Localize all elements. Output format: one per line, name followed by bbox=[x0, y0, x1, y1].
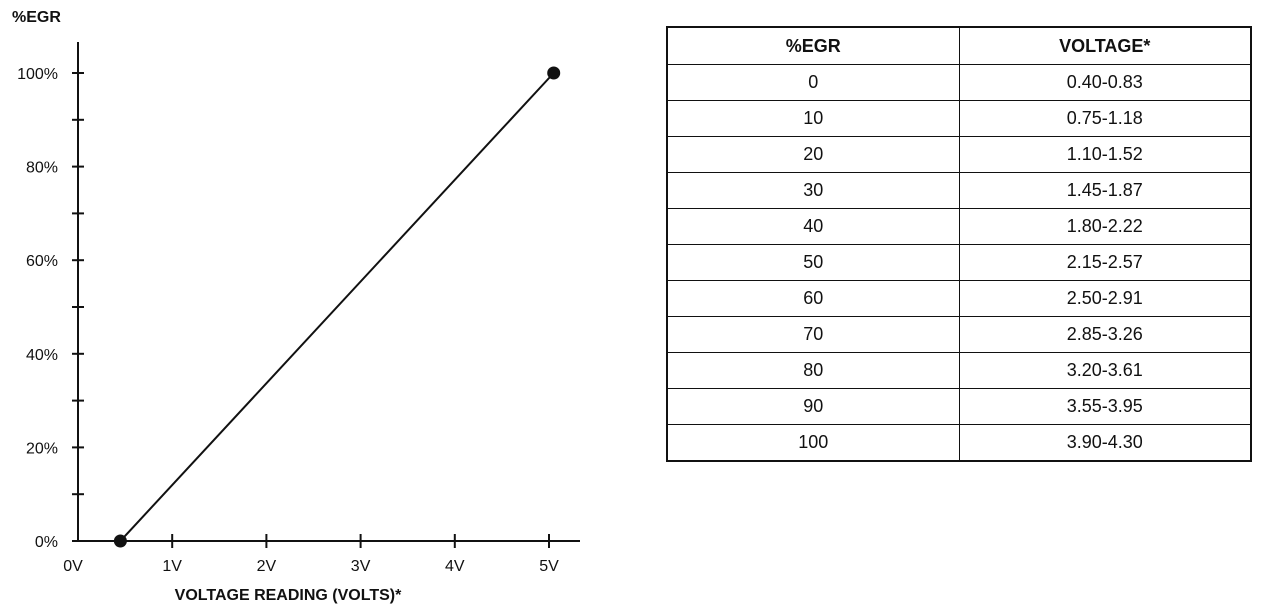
table-row: 40 1.80-2.22 bbox=[666, 208, 1252, 245]
table-row: 80 3.20-3.61 bbox=[666, 352, 1252, 389]
data-point bbox=[547, 66, 561, 80]
cell-voltage: 2.15-2.57 bbox=[958, 244, 1252, 281]
data-point bbox=[113, 534, 127, 548]
x-tick-label: 4V bbox=[445, 558, 465, 575]
cell-voltage: 3.55-3.95 bbox=[958, 388, 1252, 425]
table-row: 20 1.10-1.52 bbox=[666, 136, 1252, 173]
x-tick-label: 2V bbox=[257, 558, 277, 575]
cell-voltage: 1.10-1.52 bbox=[958, 136, 1252, 173]
table-row: 0 0.40-0.83 bbox=[666, 64, 1252, 101]
cell-egr: 70 bbox=[666, 316, 960, 353]
cell-voltage: 1.80-2.22 bbox=[958, 208, 1252, 245]
cell-voltage: 0.40-0.83 bbox=[958, 64, 1252, 101]
table-row: 10 0.75-1.18 bbox=[666, 100, 1252, 137]
table-header-row: %EGR VOLTAGE* bbox=[666, 26, 1252, 65]
x-tick-label: 1V bbox=[162, 558, 182, 575]
cell-voltage: 2.50-2.91 bbox=[958, 280, 1252, 317]
egr-chart: %EGR 0% 20% 40% 60% 80% 100% 0V 1V 2V 3V 4V 5V VOL… bbox=[12, 9, 580, 604]
table-row: 90 3.55-3.95 bbox=[666, 388, 1252, 425]
cell-egr: 40 bbox=[666, 208, 960, 245]
table-row: 70 2.85-3.26 bbox=[666, 316, 1252, 353]
cell-egr: 60 bbox=[666, 280, 960, 317]
y-tick-group: 0% 20% 40% 60% 80% 100% bbox=[17, 66, 84, 551]
table-body: 0 0.40-0.83 10 0.75-1.18 20 1.10-1.52 30 1.45-1… bbox=[666, 64, 1252, 462]
cell-egr: 50 bbox=[666, 244, 960, 281]
table-row: 30 1.45-1.87 bbox=[666, 172, 1252, 209]
cell-egr: 100 bbox=[666, 424, 960, 462]
cell-voltage: 0.75-1.18 bbox=[958, 100, 1252, 137]
cell-voltage: 1.45-1.87 bbox=[958, 172, 1252, 209]
y-tick-label: 40% bbox=[26, 347, 58, 364]
y-tick-label: 100% bbox=[17, 66, 58, 83]
cell-voltage: 2.85-3.26 bbox=[958, 316, 1252, 353]
series-group bbox=[113, 66, 561, 548]
y-axis-title: %EGR bbox=[12, 9, 61, 26]
x-tick-label: 3V bbox=[351, 558, 371, 575]
table-row: 60 2.50-2.91 bbox=[666, 280, 1252, 317]
cell-egr: 0 bbox=[666, 64, 960, 101]
y-tick-label: 80% bbox=[26, 160, 58, 177]
cell-egr: 80 bbox=[666, 352, 960, 389]
series-line bbox=[119, 72, 555, 542]
header-voltage: VOLTAGE* bbox=[958, 26, 1252, 65]
x-tick-label: 5V bbox=[539, 558, 559, 575]
table-row: 50 2.15-2.57 bbox=[666, 244, 1252, 281]
y-tick-label: 0% bbox=[35, 534, 58, 551]
egr-voltage-table: %EGR VOLTAGE* 0 0.40-0.83 10 0.75-1.18 20 1.1… bbox=[666, 26, 1252, 462]
cell-egr: 90 bbox=[666, 388, 960, 425]
cell-egr: 20 bbox=[666, 136, 960, 173]
x-axis-title: VOLTAGE READING (VOLTS)* bbox=[175, 587, 402, 604]
cell-voltage: 3.20-3.61 bbox=[958, 352, 1252, 389]
cell-voltage: 3.90-4.30 bbox=[958, 424, 1252, 462]
table-row: 100 3.90-4.30 bbox=[666, 424, 1252, 462]
header-egr: %EGR bbox=[666, 26, 960, 65]
cell-egr: 10 bbox=[666, 100, 960, 137]
y-tick-label: 20% bbox=[26, 440, 58, 457]
x-tick-label: 0V bbox=[63, 558, 83, 575]
y-tick-label: 60% bbox=[26, 253, 58, 270]
cell-egr: 30 bbox=[666, 172, 960, 209]
x-tick-group: 0V 1V 2V 3V 4V 5V bbox=[63, 534, 559, 575]
